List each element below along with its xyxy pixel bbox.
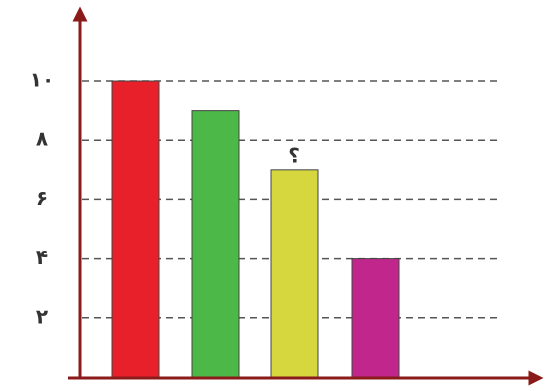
bar	[111, 80, 160, 378]
bar	[351, 258, 400, 378]
y-tick-label: ۲	[36, 304, 48, 328]
y-tick-label: ۸	[36, 127, 48, 151]
plot-area: ۲ ۴ ۶ ۸ ۱۰	[30, 68, 500, 378]
bar	[191, 110, 240, 378]
annotation: ؟	[288, 144, 300, 168]
y-tick-label: ۶	[36, 186, 48, 210]
y-tick-label: ۱۰	[30, 68, 54, 92]
y-tick-label: ۴	[36, 245, 48, 269]
bar	[270, 169, 319, 378]
